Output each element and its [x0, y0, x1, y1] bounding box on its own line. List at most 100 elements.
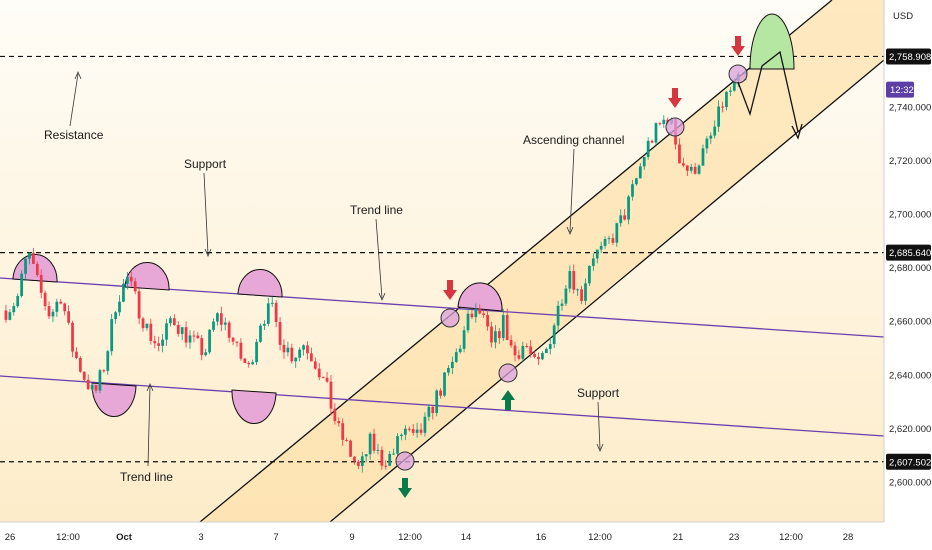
time-tick-label: 28 — [843, 532, 854, 543]
price-tick-label: 2,600.000 — [889, 477, 931, 488]
time-tick-label: 21 — [673, 532, 684, 543]
price-tick-label: 2,700.000 — [889, 210, 931, 221]
candle — [717, 100, 721, 132]
time-tick-label: 26 — [5, 532, 16, 543]
touch-circle-2 — [440, 308, 460, 328]
candle — [556, 300, 560, 332]
top-touch-1 — [12, 254, 58, 283]
candle — [172, 314, 176, 326]
candle — [560, 299, 564, 311]
candle — [427, 404, 431, 422]
price-tag-2: 2,607.502 — [886, 453, 931, 470]
candle — [94, 385, 98, 394]
candle — [729, 86, 732, 97]
candle — [537, 352, 540, 366]
candle — [274, 299, 278, 328]
candle — [682, 157, 685, 168]
bottom-touch-1 — [91, 382, 137, 417]
candle — [646, 137, 650, 160]
candle — [208, 329, 211, 355]
candle — [243, 357, 247, 364]
candle — [454, 348, 458, 363]
candle — [266, 297, 270, 327]
candle — [122, 278, 125, 303]
candle — [627, 194, 630, 225]
candle — [137, 287, 141, 325]
candle — [133, 277, 137, 295]
time-tick-label: 3 — [198, 532, 203, 543]
candle — [290, 343, 294, 364]
candle — [4, 304, 8, 323]
candle — [419, 423, 423, 436]
price-tag-1: 2,685.640 — [886, 244, 931, 261]
candle — [86, 374, 90, 390]
candle — [247, 361, 251, 368]
candle — [59, 298, 63, 305]
candle — [200, 335, 204, 361]
candle — [239, 338, 243, 361]
candle — [607, 235, 611, 244]
candle — [505, 308, 509, 341]
price-tag-0: 2,758.908 — [886, 48, 931, 65]
channel-lower-line[interactable] — [329, 59, 885, 523]
candle — [650, 139, 654, 144]
candle — [341, 418, 345, 447]
candle — [521, 341, 525, 362]
candle — [439, 388, 442, 399]
candle — [678, 138, 681, 164]
candle — [388, 451, 392, 467]
candle — [294, 357, 298, 368]
candle — [39, 269, 43, 299]
candle — [110, 313, 114, 356]
candle — [157, 336, 161, 352]
candle — [392, 448, 395, 455]
candle — [71, 320, 74, 358]
time-axis[interactable] — [0, 522, 884, 550]
candle — [494, 325, 497, 349]
candle — [43, 290, 47, 311]
candle — [235, 341, 239, 347]
candle — [685, 164, 689, 177]
candle — [310, 347, 313, 362]
candle — [188, 330, 192, 349]
candle — [169, 315, 172, 327]
touch-circle-3 — [498, 363, 518, 383]
candle — [106, 349, 110, 375]
candle — [709, 132, 713, 144]
annotation-resistance: Resistance — [44, 128, 104, 142]
projection-bump — [749, 13, 795, 70]
candle — [364, 454, 368, 463]
candle — [153, 335, 157, 349]
candle — [165, 319, 168, 346]
candle — [638, 163, 642, 179]
price-tick-label: 2,740.000 — [889, 103, 931, 114]
candle — [525, 343, 529, 348]
candle — [611, 233, 615, 245]
candle — [486, 310, 489, 331]
channel-upper-line[interactable] — [199, 0, 833, 523]
candle — [470, 309, 474, 320]
candle — [380, 446, 384, 470]
time-tick-label: 9 — [349, 532, 354, 543]
candle — [12, 302, 16, 316]
candle — [693, 162, 697, 175]
candle — [548, 338, 552, 355]
candle — [544, 347, 548, 354]
candle — [431, 405, 435, 420]
candle — [317, 362, 321, 381]
candle — [662, 115, 666, 128]
projected-path — [737, 50, 799, 133]
annotation-trend-line-upper: Trend line — [350, 203, 403, 217]
annotation-support-lower: Support — [577, 386, 620, 400]
price-axis-ticks: 2,600.000 2,620.000 2,640.000 2,660.000 2,68… — [889, 103, 931, 489]
projected-path-arrowhead — [791, 123, 803, 140]
candle — [435, 389, 439, 417]
candle — [697, 164, 701, 175]
candle — [564, 284, 568, 307]
time-tick-label: 16 — [536, 532, 547, 543]
svg-text:2,685.640: 2,685.640 — [889, 248, 931, 259]
candle — [223, 317, 227, 331]
candle — [584, 278, 587, 306]
lower-trend-line[interactable] — [0, 375, 885, 437]
